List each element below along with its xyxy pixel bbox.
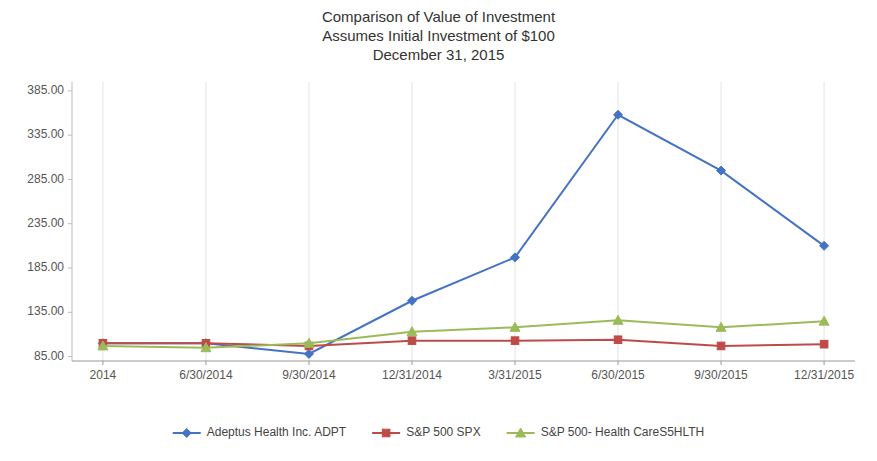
- point: [614, 336, 622, 344]
- x-tick-label: 12/31/2015: [794, 368, 854, 382]
- point: [716, 322, 726, 331]
- x-tick: [824, 361, 825, 365]
- y-tick-label: 235.00: [27, 216, 64, 230]
- grid: [103, 82, 824, 361]
- point: [510, 322, 520, 331]
- series-line: [103, 115, 824, 354]
- x-tick: [721, 361, 722, 365]
- x-tick-label: 9/30/2015: [694, 368, 748, 382]
- grid-line: [205, 82, 206, 361]
- y-tick: [68, 135, 72, 136]
- point: [717, 342, 725, 350]
- legend-item: S&P 500- Health CareS5HLTH: [507, 425, 705, 439]
- y-tick: [68, 179, 72, 180]
- grid-line: [721, 82, 722, 361]
- y-tick-label: 385.00: [27, 83, 64, 97]
- legend-marker: [516, 428, 526, 437]
- point: [613, 315, 623, 324]
- legend: Adeptus Health Inc. ADPT S&P 500 SPX S&P 5…: [173, 425, 705, 439]
- point: [511, 253, 520, 262]
- y-tick: [68, 223, 72, 224]
- grid-line: [102, 82, 103, 361]
- point: [407, 296, 416, 305]
- legend-item: S&P 500 SPX: [372, 425, 481, 439]
- point: [819, 316, 829, 325]
- y-tick: [68, 356, 72, 357]
- x-tick-label: 6/30/2015: [591, 368, 645, 382]
- title: Comparison of Value of Investment Assumes…: [322, 8, 556, 63]
- point: [511, 337, 519, 345]
- legend-label: S&P 500 SPX: [406, 425, 481, 439]
- y-tick: [68, 312, 72, 313]
- grid-line: [411, 82, 412, 361]
- x-tick-label: 3/31/2015: [488, 368, 542, 382]
- x-tick: [102, 361, 103, 365]
- point: [408, 337, 416, 345]
- point: [304, 338, 314, 347]
- x-tick: [308, 361, 309, 365]
- point: [201, 343, 211, 352]
- y-tick-label: 185.00: [27, 260, 64, 274]
- x-tick-label: 2014: [90, 368, 117, 382]
- legend-label: Adeptus Health Inc. ADPT: [207, 425, 347, 439]
- x-tick-label: 12/31/2014: [382, 368, 442, 382]
- plot-data: [98, 110, 829, 358]
- y-axis-line: [72, 82, 73, 361]
- series-line: [103, 320, 824, 347]
- x-tick: [515, 361, 516, 365]
- point: [304, 349, 313, 358]
- point: [717, 166, 726, 175]
- y-tick-label: 135.00: [27, 304, 64, 318]
- point: [820, 241, 829, 250]
- y-tick-label: 285.00: [27, 172, 64, 186]
- grid-line: [308, 82, 309, 361]
- series: [98, 110, 828, 358]
- title-line: Assumes Initial Investment of $100: [322, 27, 555, 44]
- legend-item: Adeptus Health Inc. ADPT: [173, 425, 347, 439]
- chart: Comparison of Value of Investment Assumes…: [0, 0, 877, 461]
- legend-marker: [382, 429, 390, 437]
- x-tick: [618, 361, 619, 365]
- x-tick: [411, 361, 412, 365]
- y-axis: 85.00 135.00 185.00 235.00 285.00 335.00 385.0…: [27, 83, 72, 363]
- y-tick-label: 335.00: [27, 127, 64, 141]
- y-tick: [68, 90, 72, 91]
- x-axis-line: [72, 361, 855, 362]
- series: [98, 315, 829, 351]
- legend-label: S&P 500- Health CareS5HLTH: [541, 425, 705, 439]
- point: [614, 110, 623, 119]
- grid-line: [515, 82, 516, 361]
- x-axis: 2014 6/30/2014 9/30/2014 12/31/2014 3/31/201…: [90, 361, 855, 382]
- legend-marker: [182, 429, 191, 438]
- x-tick-label: 9/30/2014: [282, 368, 336, 382]
- title-line: December 31, 2015: [373, 46, 505, 63]
- y-tick: [68, 268, 72, 269]
- title-line: Comparison of Value of Investment: [322, 8, 556, 25]
- y-tick-label: 85.00: [34, 349, 64, 363]
- x-tick-label: 6/30/2014: [179, 368, 233, 382]
- point: [407, 327, 417, 336]
- series-line: [103, 340, 824, 346]
- x-tick: [205, 361, 206, 365]
- point: [98, 341, 108, 350]
- point: [820, 340, 828, 348]
